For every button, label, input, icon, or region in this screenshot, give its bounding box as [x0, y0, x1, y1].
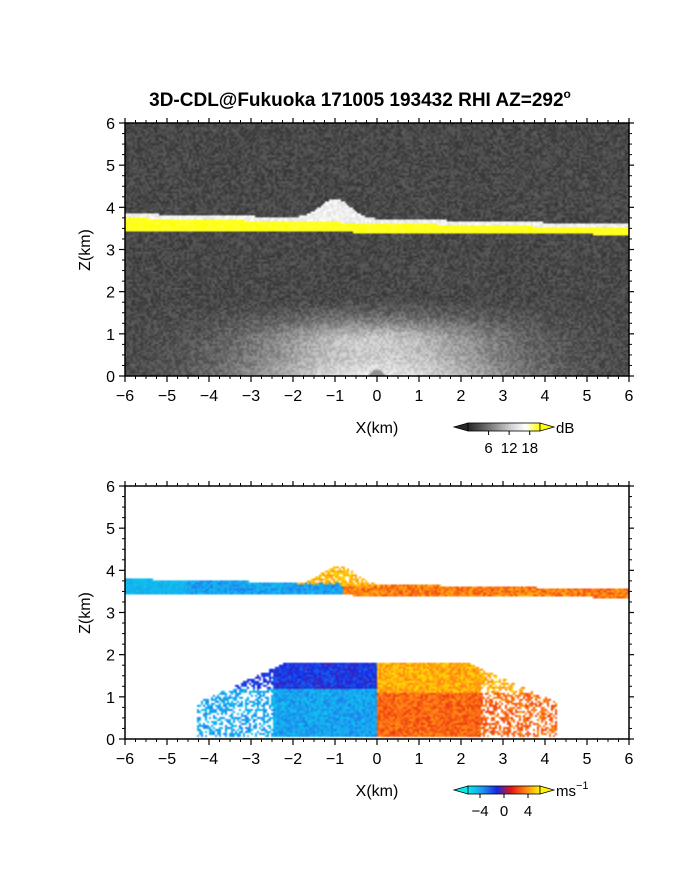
colorbar-tick-label: 0: [500, 803, 508, 820]
colorbar-unit-exponent: −1: [576, 780, 589, 792]
y-tick-label: 4: [106, 200, 115, 217]
velocity-colorbar: −4 0 4 ms−1: [452, 780, 589, 820]
intensity-x-axis-label: X(km): [356, 420, 399, 437]
x-tick-label: 2: [457, 388, 466, 405]
x-tick-label: −4: [200, 388, 218, 405]
x-tick-label: 2: [457, 751, 466, 768]
y-tick-label: 0: [106, 369, 115, 386]
y-tick-label: 6: [106, 116, 115, 133]
y-tick-label: 6: [106, 479, 115, 496]
y-tick-label: 1: [106, 327, 115, 344]
x-tick-label: 1: [415, 751, 424, 768]
y-tick-label: 3: [106, 243, 115, 260]
colorbar-low-arrow: [452, 785, 469, 795]
intensity-axes: −6 −5 −4 −3 −2 −1 0 1 2 3 4 5 6 0 1 2 3 4 5 6: [106, 116, 634, 405]
figure-title: 3D-CDL@Fukuoka 171005 193432 RHI AZ=292o: [149, 87, 571, 111]
colorbar-high-arrow: [539, 785, 556, 795]
x-tick-label: 6: [625, 751, 634, 768]
colorbar-scale: [467, 422, 541, 432]
x-tick-label: 3: [499, 751, 508, 768]
y-tick-label: 3: [106, 606, 115, 623]
x-tick-label: 4: [541, 751, 550, 768]
x-tick-label: 5: [583, 388, 592, 405]
x-tick-label: 5: [583, 751, 592, 768]
x-tick-label: −2: [284, 388, 302, 405]
x-tick-label: 3: [499, 388, 508, 405]
x-tick-label: 4: [541, 388, 550, 405]
y-tick-label: 5: [106, 521, 115, 538]
colorbar-tick-label: 6: [484, 440, 492, 457]
title-degree-symbol: o: [564, 87, 571, 101]
colorbar-tick-label: 18: [521, 440, 538, 457]
y-tick-label: 2: [106, 285, 115, 302]
velocity-x-axis-label: X(km): [356, 783, 399, 800]
x-tick-label: 6: [625, 388, 634, 405]
x-tick-label: −3: [242, 751, 260, 768]
intensity-heatmap: [125, 123, 629, 376]
colorbar-scale: [467, 785, 541, 795]
y-tick-label: 5: [106, 158, 115, 175]
colorbar-low-arrow: [452, 422, 469, 432]
x-tick-label: 1: [415, 388, 424, 405]
x-tick-label: 0: [373, 751, 382, 768]
y-tick-label: 4: [106, 563, 115, 580]
colorbar-tick-label: −4: [471, 803, 488, 820]
velocity-axes: −6 −5 −4 −3 −2 −1 0 1 2 3 4 5 6 0 1 2 3 4 5 6: [106, 479, 634, 768]
x-tick-label: −1: [326, 388, 344, 405]
intensity-colorbar: 6 12 18 dB: [452, 420, 574, 457]
velocity-y-axis-label: Z(km): [77, 592, 94, 634]
x-tick-label: −1: [326, 751, 344, 768]
colorbar-high-arrow: [539, 422, 556, 432]
x-tick-label: −2: [284, 751, 302, 768]
x-tick-label: −4: [200, 751, 218, 768]
y-tick-label: 0: [106, 732, 115, 749]
x-tick-label: −6: [116, 388, 134, 405]
colorbar-tick-label: 4: [524, 803, 532, 820]
colorbar-unit: dB: [556, 420, 574, 437]
colorbar-tick-label: 12: [501, 440, 518, 457]
x-tick-label: −5: [158, 751, 176, 768]
x-tick-label: 0: [373, 388, 382, 405]
x-tick-label: −6: [116, 751, 134, 768]
velocity-panel: −6 −5 −4 −3 −2 −1 0 1 2 3 4 5 6 0 1 2 3 4 5 6 X(km) Z(km) −…: [77, 479, 634, 820]
x-tick-label: −5: [158, 388, 176, 405]
colorbar-unit: ms−1: [556, 780, 589, 800]
y-tick-label: 1: [106, 690, 115, 707]
y-tick-label: 2: [106, 648, 115, 665]
velocity-heatmap: [125, 486, 629, 739]
x-tick-label: −3: [242, 388, 260, 405]
intensity-y-axis-label: Z(km): [77, 229, 94, 271]
